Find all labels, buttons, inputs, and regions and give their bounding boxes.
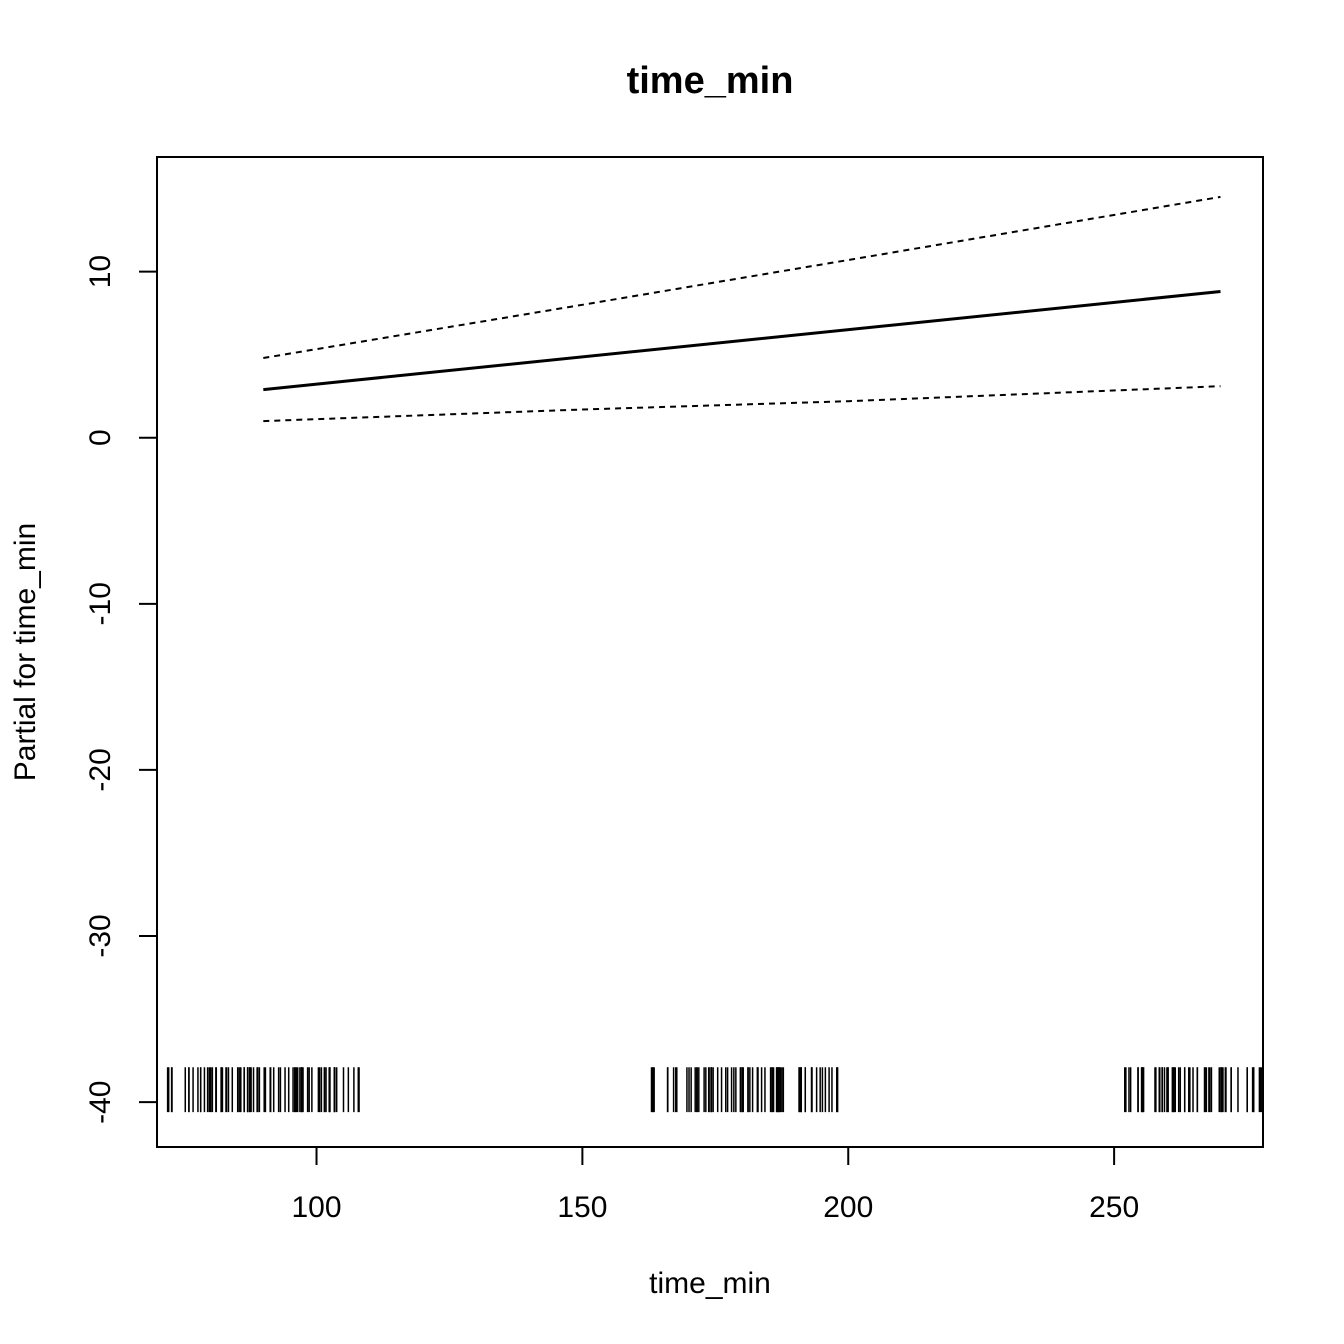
series-line-upper: [263, 195, 1221, 359]
y-tick-label: -40: [84, 1081, 117, 1124]
x-tick-label: 200: [823, 1191, 873, 1224]
y-tick-label: 0: [84, 429, 117, 446]
y-axis: -40 -30 -20 -10 0 10: [84, 255, 158, 1124]
series-line-lower: [263, 385, 1221, 423]
rug-layer: [166, 1067, 1263, 1113]
x-axis-label: time_min: [649, 1267, 771, 1300]
x-axis: 100 150 200 250: [291, 1146, 1139, 1224]
y-tick-label: -10: [84, 582, 117, 625]
y-axis-label: Partial for time_min: [9, 523, 42, 781]
chart-title: time_min: [627, 60, 794, 102]
x-tick-label: 100: [291, 1191, 341, 1224]
series-layer: [263, 195, 1221, 423]
y-tick-label: -30: [84, 914, 117, 957]
x-tick-label: 250: [1089, 1191, 1139, 1224]
y-tick-label: 10: [84, 255, 117, 288]
y-tick-label: -20: [84, 748, 117, 791]
x-tick-label: 150: [557, 1191, 607, 1224]
series-line-fit: [263, 290, 1221, 392]
